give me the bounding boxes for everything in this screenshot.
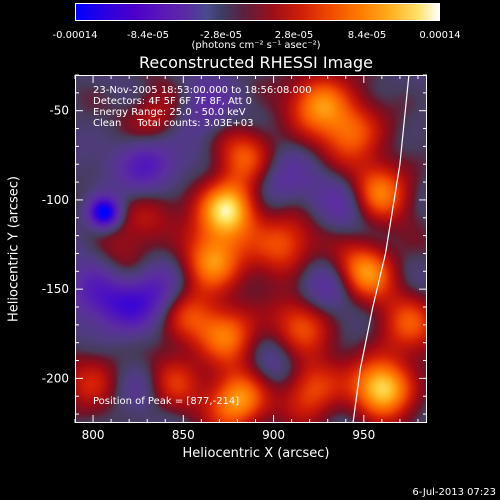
footer-date: 6-Jul-2013 07:23 xyxy=(412,487,496,498)
image-plot: 800 850 900 950 -50 -100 -150 -200 23-Nov-2005 … xyxy=(75,75,427,423)
y-tick-label: -200 xyxy=(42,371,69,385)
energy-range: Energy Range: 25.0 - 50.0 keV xyxy=(93,107,246,118)
solar-limb-line xyxy=(353,75,409,423)
y-tick-label: -100 xyxy=(42,193,69,207)
colorbar-units: (photons cm⁻² s⁻¹ asec⁻²) xyxy=(191,40,320,51)
y-tick-label: -50 xyxy=(49,104,69,118)
y-tick-label: -150 xyxy=(42,282,69,296)
colorbar-tick: 0.00014 xyxy=(419,30,460,41)
detectors: Detectors: 4F 5F 6F 7F 8F, Att 0 xyxy=(93,96,252,107)
y-axis-label: Heliocentric Y (arcsec) xyxy=(7,176,22,322)
x-axis-label: Heliocentric X (arcsec) xyxy=(183,446,330,461)
x-tick-label: 850 xyxy=(172,428,195,442)
clean-total-counts: Clean Total counts: 3.03E+03 xyxy=(93,118,253,129)
x-tick-label: 800 xyxy=(82,428,105,442)
colorbar-tick: -0.00014 xyxy=(53,30,98,41)
colorbar-tick: -8.4e-05 xyxy=(127,30,169,41)
time-range: 23-Nov-2005 18:53:00.000 to 18:56:08.000 xyxy=(93,85,312,96)
peak-position: Position of Peak = [877,-214] xyxy=(93,396,239,407)
plot-title: Reconstructed RHESSI Image xyxy=(139,53,373,72)
x-tick-label: 950 xyxy=(352,428,375,442)
colorbar xyxy=(75,3,440,21)
x-tick-label: 900 xyxy=(262,428,285,442)
colorbar-tick: 8.4e-05 xyxy=(348,30,386,41)
